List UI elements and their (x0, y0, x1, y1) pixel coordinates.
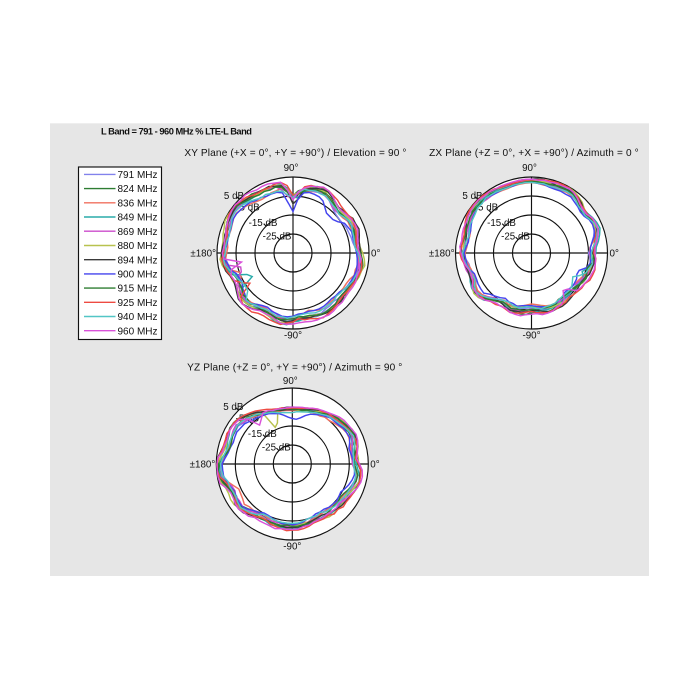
svg-text:-5 dB: -5 dB (475, 203, 499, 214)
svg-text:XY Plane (+X = 0°, +Y = +90°): XY Plane (+X = 0°, +Y = +90°) / Elevatio… (184, 148, 406, 159)
svg-text:0°: 0° (370, 460, 379, 471)
svg-text:-90°: -90° (284, 331, 302, 342)
svg-text:836 MHz: 836 MHz (118, 198, 158, 209)
svg-text:-25 dB: -25 dB (262, 443, 291, 454)
svg-text:849 MHz: 849 MHz (118, 213, 158, 224)
svg-text:90°: 90° (284, 163, 299, 174)
svg-text:-25 dB: -25 dB (263, 232, 292, 243)
svg-text:5 dB: 5 dB (462, 191, 483, 202)
svg-text:869 MHz: 869 MHz (118, 227, 158, 238)
svg-text:-15 dB: -15 dB (248, 429, 277, 440)
svg-text:940 MHz: 940 MHz (118, 312, 158, 323)
svg-text:5 dB: 5 dB (223, 402, 244, 413)
svg-text:ZX Plane (+Z = 0°, +X = +90°): ZX Plane (+Z = 0°, +X = +90°) / Azimuth … (429, 148, 639, 159)
svg-text:±180°: ±180° (429, 249, 455, 260)
svg-text:-5 dB: -5 dB (236, 203, 260, 214)
svg-text:-25 dB: -25 dB (501, 232, 530, 243)
svg-text:915 MHz: 915 MHz (118, 284, 158, 295)
svg-text:900 MHz: 900 MHz (118, 270, 158, 281)
svg-text:90°: 90° (283, 376, 298, 387)
svg-text:925 MHz: 925 MHz (118, 298, 158, 309)
svg-text:±180°: ±180° (190, 249, 216, 260)
svg-text:-15 dB: -15 dB (249, 218, 278, 229)
svg-text:0°: 0° (371, 249, 380, 260)
svg-text:-15 dB: -15 dB (487, 218, 516, 229)
svg-text:YZ Plane (+Z = 0°, +Y = +90°): YZ Plane (+Z = 0°, +Y = +90°) / Azimuth … (187, 363, 402, 374)
svg-text:-90°: -90° (522, 331, 540, 342)
svg-text:L Band = 791 - 960 MHz % LTE-L: L Band = 791 - 960 MHz % LTE-L Band (101, 127, 252, 137)
svg-text:960 MHz: 960 MHz (118, 326, 158, 337)
svg-text:824 MHz: 824 MHz (118, 184, 158, 195)
svg-text:90°: 90° (522, 163, 537, 174)
svg-text:880 MHz: 880 MHz (118, 241, 158, 252)
svg-text:0°: 0° (610, 249, 619, 260)
svg-text:791 MHz: 791 MHz (118, 170, 158, 181)
svg-text:5 dB: 5 dB (224, 191, 245, 202)
svg-text:-90°: -90° (283, 542, 301, 553)
svg-text:±180°: ±180° (190, 460, 216, 471)
svg-text:894 MHz: 894 MHz (118, 255, 158, 266)
